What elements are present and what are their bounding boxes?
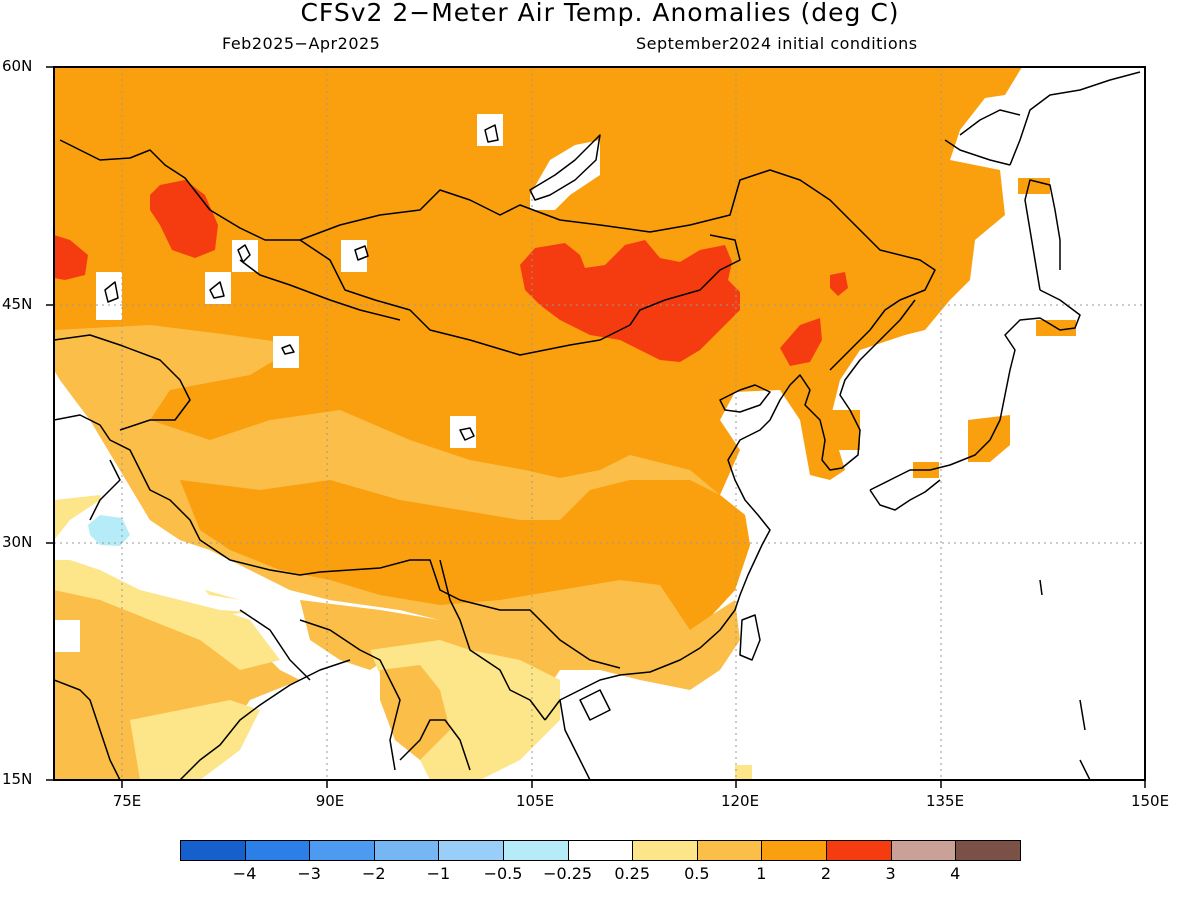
anomaly-fill xyxy=(54,67,1145,780)
colorbar-swatch xyxy=(826,840,892,861)
colorbar-swatch xyxy=(309,840,375,861)
colorbar-label: 4 xyxy=(950,864,961,883)
colorbar-swatch xyxy=(373,840,440,861)
colorbar-label: 3 xyxy=(885,864,896,883)
colorbar-swatch xyxy=(438,840,504,861)
lat-label-15n: 15N xyxy=(2,770,33,788)
axis-ticks xyxy=(46,66,1146,788)
colorbar-label: −1 xyxy=(426,864,451,883)
colorbar-label: 0.25 xyxy=(614,864,650,883)
colorbar-swatch xyxy=(890,840,957,861)
forecast-period: Feb2025−Apr2025 xyxy=(222,34,381,53)
map-title: CFSv2 2−Meter Air Temp. Anomalies (deg C… xyxy=(300,0,900,27)
lon-label-105e: 105E xyxy=(515,792,555,810)
colorbar-swatch xyxy=(955,840,1021,861)
lat-label-45n: 45N xyxy=(2,295,33,313)
colorbar-label: −0.5 xyxy=(483,864,523,883)
lon-label-90e: 90E xyxy=(315,792,345,810)
colorbar-swatch xyxy=(761,840,827,861)
initial-conditions: September2024 initial conditions xyxy=(636,34,918,53)
colorbar-swatch xyxy=(632,840,698,861)
lon-label-75e: 75E xyxy=(112,792,142,810)
lat-label-60n: 60N xyxy=(2,57,33,75)
colorbar-label: −0.25 xyxy=(543,864,593,883)
colorbar-label: −3 xyxy=(297,864,321,883)
lat-label-30n: 30N xyxy=(2,533,33,551)
colorbar-label: 1 xyxy=(756,864,767,883)
lon-label-150e: 150E xyxy=(1130,792,1170,810)
lon-label-135e: 135E xyxy=(925,792,965,810)
colorbar-label: −4 xyxy=(232,864,257,883)
colorbar-label: 0.5 xyxy=(684,864,710,883)
lon-label-120e: 120E xyxy=(720,792,760,810)
colorbar-swatch xyxy=(244,840,311,861)
coastlines-borders xyxy=(54,71,1141,780)
colorbar-label: 2 xyxy=(820,864,832,883)
map-frame xyxy=(53,66,1146,781)
colorbar-swatch xyxy=(180,840,246,861)
colorbar-swatch xyxy=(696,840,763,861)
graticule xyxy=(54,67,1145,780)
colorbar-label: −2 xyxy=(362,864,386,883)
colorbar-swatch xyxy=(503,840,569,861)
colorbar-swatch xyxy=(567,840,634,861)
